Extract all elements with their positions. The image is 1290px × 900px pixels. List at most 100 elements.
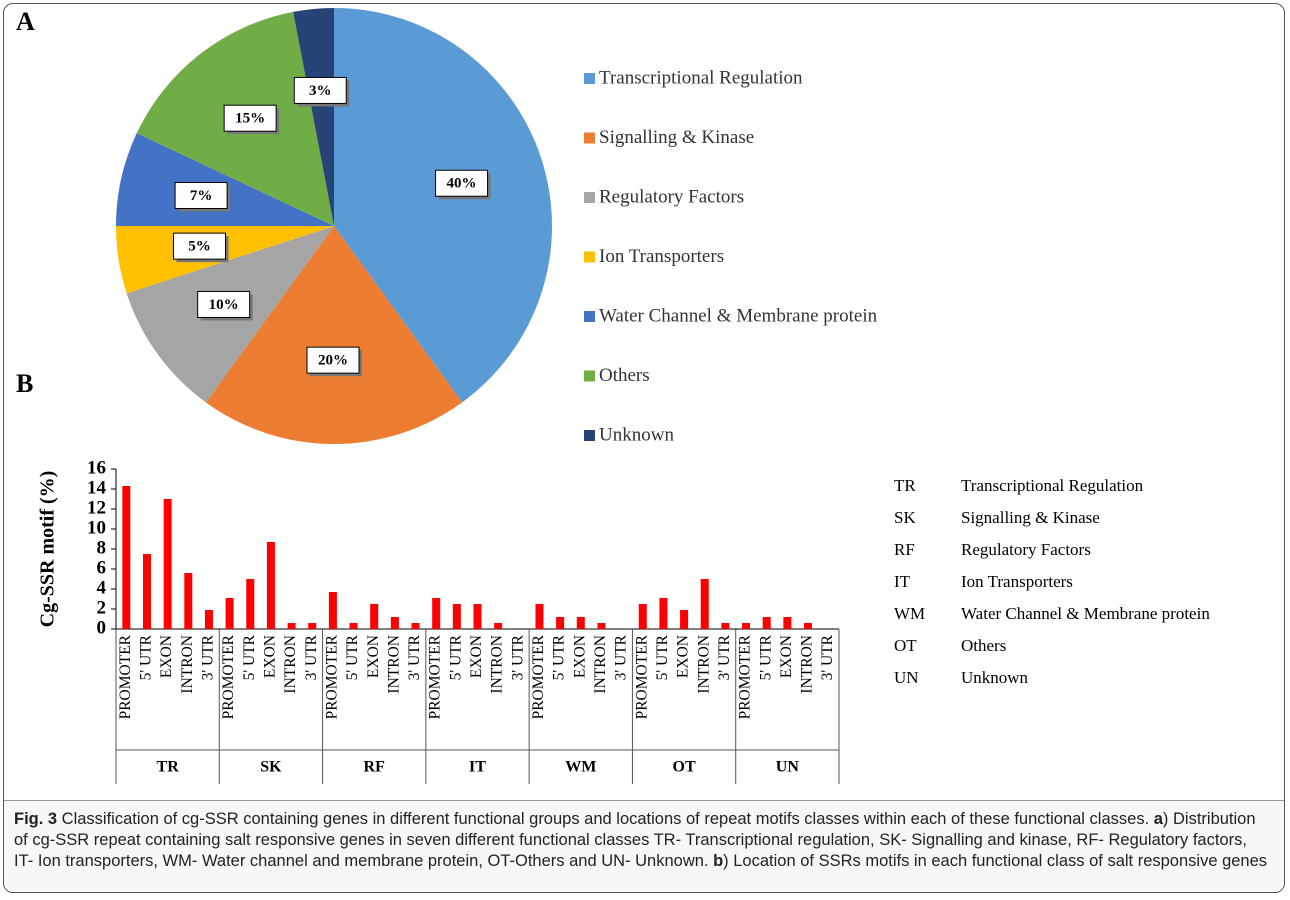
abbr-name: Signalling & Kinase bbox=[961, 508, 1100, 527]
legend-label: Others bbox=[599, 365, 650, 386]
bar bbox=[225, 598, 234, 629]
x-tick-label: PROMOTER bbox=[323, 634, 340, 719]
x-tick-label: 3' UTR bbox=[716, 634, 733, 680]
caption-text: Classification of cg-SSR containing gene… bbox=[57, 810, 1154, 828]
chart: A 40% 20% 10% 5% 7% 15% 3% Transcriptional Regul… bbox=[16, 7, 1210, 784]
group-label: UN bbox=[776, 759, 800, 776]
data-label: 7% bbox=[190, 188, 213, 204]
y-tick-label: 14 bbox=[87, 477, 107, 498]
x-tick-label: 5' UTR bbox=[241, 634, 258, 680]
bar bbox=[680, 610, 689, 629]
caption-text: a bbox=[1153, 810, 1163, 828]
x-tick-label: INTRON bbox=[489, 635, 506, 694]
y-axis-label: Cg-SSR motif (%) bbox=[37, 471, 59, 628]
bar bbox=[328, 592, 337, 629]
bar bbox=[576, 617, 585, 629]
x-tick-label: INTRON bbox=[799, 635, 816, 694]
data-label: 10% bbox=[209, 297, 239, 313]
bar bbox=[308, 623, 317, 629]
x-tick-label: INTRON bbox=[592, 635, 609, 694]
legend-label: Unknown bbox=[599, 424, 674, 445]
figure: A 40% 20% 10% 5% 7% 15% 3% Transcriptional Regul… bbox=[3, 3, 1285, 893]
abbr-code: SK bbox=[894, 508, 916, 527]
caption-box bbox=[4, 800, 1284, 892]
bar bbox=[783, 617, 792, 629]
x-tick-label: INTRON bbox=[179, 635, 196, 694]
x-tick-label: 5' UTR bbox=[138, 634, 155, 680]
label-box bbox=[223, 104, 277, 132]
legend-label: Transcriptional Regulation bbox=[599, 67, 803, 88]
x-tick-label: PROMOTER bbox=[530, 634, 547, 719]
pie-slice bbox=[205, 226, 463, 444]
x-tick-label: EXON bbox=[571, 635, 588, 678]
x-tick-label: INTRON bbox=[695, 635, 712, 694]
x-tick-label: PROMOTER bbox=[633, 634, 650, 719]
legend-swatch bbox=[584, 132, 595, 144]
y-tick-label: 8 bbox=[97, 537, 107, 558]
legend-swatch bbox=[584, 370, 595, 382]
group-label: OT bbox=[673, 759, 696, 776]
legend-label: Signalling & Kinase bbox=[599, 127, 754, 148]
x-tick-label: PROMOTER bbox=[427, 634, 444, 719]
x-tick-label: 5' UTR bbox=[447, 634, 464, 680]
bar bbox=[700, 579, 709, 629]
caption-text: ) Distribution of cg-SSR repeat containi… bbox=[14, 810, 1256, 870]
data-label: 15% bbox=[235, 111, 265, 127]
x-tick-label: 3' UTR bbox=[303, 634, 320, 680]
bar bbox=[266, 542, 275, 629]
bar bbox=[597, 623, 606, 629]
abbr-name: Transcriptional Regulation bbox=[961, 476, 1144, 495]
x-tick-label: INTRON bbox=[385, 635, 402, 694]
x-tick-label: 5' UTR bbox=[654, 634, 671, 680]
legend-swatch bbox=[584, 251, 595, 263]
data-label: 40% bbox=[447, 176, 477, 192]
y-tick-label: 2 bbox=[97, 597, 107, 618]
x-tick-label: PROMOTER bbox=[117, 634, 134, 719]
legend-label: Ion Transporters bbox=[599, 246, 724, 267]
x-tick-label: EXON bbox=[675, 635, 692, 678]
legend-swatch bbox=[584, 430, 595, 441]
label-box bbox=[293, 76, 347, 104]
group-label: TR bbox=[157, 759, 180, 776]
bar bbox=[204, 610, 213, 629]
bar bbox=[556, 617, 565, 629]
group-label: RF bbox=[364, 759, 386, 776]
y-tick-label: 12 bbox=[87, 497, 106, 518]
bar bbox=[638, 604, 647, 629]
abbr-name: Water Channel & Membrane protein bbox=[961, 604, 1210, 623]
group-label: SK bbox=[260, 759, 282, 776]
label-box bbox=[173, 232, 227, 260]
bar bbox=[659, 598, 668, 629]
bar bbox=[122, 486, 131, 629]
x-tick-label: 5' UTR bbox=[551, 634, 568, 680]
abbr-name: Others bbox=[961, 636, 1006, 655]
bar bbox=[184, 573, 193, 629]
bar bbox=[411, 623, 420, 629]
pie-slice bbox=[334, 8, 552, 403]
legend-swatch bbox=[584, 311, 595, 322]
bar bbox=[742, 623, 751, 629]
x-tick-label: 3' UTR bbox=[819, 634, 836, 680]
bar bbox=[246, 579, 255, 629]
x-tick-label: EXON bbox=[261, 635, 278, 678]
abbr-name: Ion Transporters bbox=[961, 572, 1073, 591]
abbr-code: IT bbox=[894, 572, 911, 591]
pie-slice bbox=[116, 133, 334, 226]
label-box bbox=[197, 290, 251, 318]
bar bbox=[804, 623, 813, 629]
group-label: IT bbox=[469, 759, 486, 776]
abbr-code: UN bbox=[894, 668, 919, 687]
abbr-name: Regulatory Factors bbox=[961, 540, 1091, 559]
bar bbox=[287, 623, 296, 629]
y-tick-label: 6 bbox=[97, 557, 107, 578]
label-box bbox=[306, 346, 360, 374]
legend-swatch bbox=[584, 192, 595, 203]
abbr-code: RF bbox=[894, 540, 915, 559]
y-tick-label: 16 bbox=[87, 457, 106, 478]
bar bbox=[163, 499, 172, 629]
x-tick-label: 3' UTR bbox=[509, 634, 526, 680]
abbr-name: Unknown bbox=[961, 668, 1029, 687]
x-tick-label: EXON bbox=[365, 635, 382, 678]
caption-text: ) Location of SSRs motifs in each functi… bbox=[723, 852, 1268, 870]
x-tick-label: 5' UTR bbox=[757, 634, 774, 680]
